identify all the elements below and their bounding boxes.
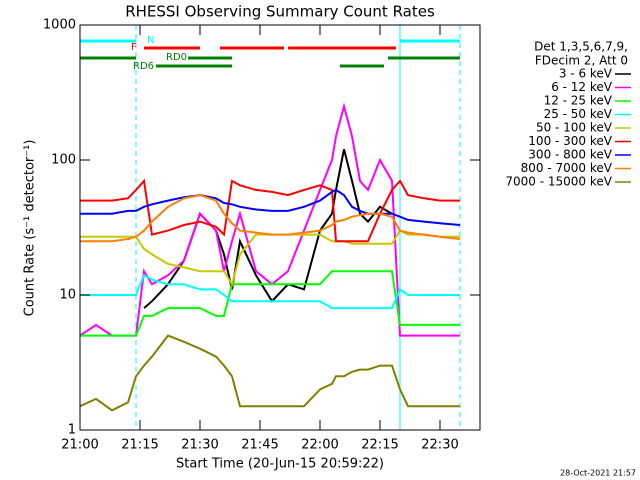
series-line <box>79 102 460 337</box>
legend-header: Det 1,3,5,6,7,9, <box>534 40 628 54</box>
x-tick-label: 21:30 <box>181 438 218 453</box>
y-tick-label: 1000 <box>43 18 76 33</box>
y-tick-label: 10 <box>59 288 76 303</box>
legend-label: 300 - 800 keV <box>528 148 612 162</box>
flag-label: N <box>147 35 154 46</box>
timestamp: 28-Oct-2021 21:57 <box>560 469 636 478</box>
x-tick-label: 22:30 <box>421 438 458 453</box>
y-axis-label: Count Rate (s⁻¹ detector⁻¹) <box>23 140 38 317</box>
legend-label: 7000 - 15000 keV <box>505 175 612 189</box>
plot-frame <box>79 24 481 431</box>
legend-label: 25 - 50 keV <box>544 107 613 121</box>
legend-label: 12 - 25 keV <box>544 94 613 108</box>
x-tick-label: 21:00 <box>61 438 98 453</box>
legend-label: 100 - 300 keV <box>528 134 612 148</box>
x-tick-label: 22:00 <box>301 438 338 453</box>
series-line <box>80 270 460 337</box>
series-line <box>80 194 461 243</box>
y-tick-label: 100 <box>51 153 76 168</box>
series-line <box>80 188 461 226</box>
flag-label: RD0 <box>166 52 187 63</box>
legend-label: 6 - 12 keV <box>551 80 613 94</box>
flag-label: RD6 <box>133 61 154 72</box>
x-tick-label: 21:45 <box>241 438 278 453</box>
legend-label: 800 - 7000 keV <box>521 161 613 175</box>
x-tick-label: 22:15 <box>361 438 398 453</box>
chart-title: RHESSI Observing Summary Count Rates <box>125 3 435 21</box>
series-line <box>80 178 460 243</box>
x-tick-label: 21:15 <box>121 438 158 453</box>
legend-label: 3 - 6 keV <box>559 67 613 81</box>
legend-label: 50 - 100 keV <box>536 121 613 135</box>
x-axis-label: Start Time (20-Jun-15 20:59:22) <box>176 457 384 472</box>
legend-header: FDecim 2, Att 0 <box>535 54 628 68</box>
y-tick-label: 1 <box>68 423 76 438</box>
flag-label: F <box>131 42 137 53</box>
series-line <box>79 334 460 412</box>
series-line <box>80 273 460 310</box>
